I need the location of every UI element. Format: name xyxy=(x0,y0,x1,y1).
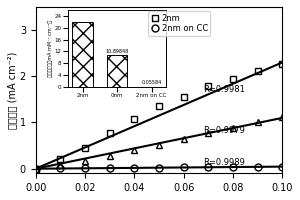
Text: R=0.9979: R=0.9979 xyxy=(203,126,245,135)
Text: R=0.9989: R=0.9989 xyxy=(203,158,245,167)
Y-axis label: 电流密度 (mA cm⁻²): 电流密度 (mA cm⁻²) xyxy=(7,51,17,129)
Text: R=0.9981: R=0.9981 xyxy=(203,85,245,94)
Legend: 2nm, 2nm on CC: 2nm, 2nm on CC xyxy=(148,11,211,36)
